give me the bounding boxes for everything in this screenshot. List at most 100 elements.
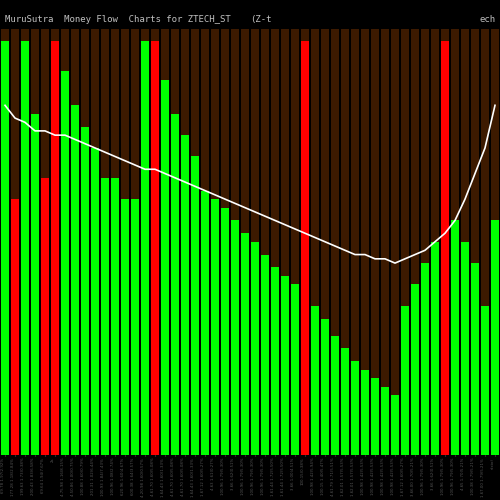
Bar	[291, 28, 299, 455]
Bar	[371, 378, 380, 455]
Bar	[431, 28, 440, 455]
Bar	[121, 199, 129, 455]
Bar	[341, 348, 349, 455]
Bar	[81, 28, 89, 455]
Bar	[111, 28, 120, 455]
Bar	[41, 178, 49, 455]
Bar	[481, 28, 489, 455]
Bar	[11, 28, 19, 455]
Bar	[191, 156, 199, 455]
Bar	[221, 28, 229, 455]
Bar	[61, 28, 69, 455]
Text: MuruSutra  Money Flow  Charts for ZTECH_ST: MuruSutra Money Flow Charts for ZTECH_ST	[5, 15, 231, 24]
Bar	[291, 284, 299, 455]
Bar	[11, 199, 19, 455]
Bar	[51, 28, 60, 455]
Bar	[371, 28, 380, 455]
Bar	[321, 318, 329, 455]
Bar	[241, 233, 249, 455]
Bar	[101, 28, 109, 455]
Bar	[321, 28, 329, 455]
Bar	[261, 28, 269, 455]
Bar	[151, 28, 159, 455]
Bar	[431, 242, 440, 455]
Bar	[461, 242, 469, 455]
Bar	[31, 28, 39, 455]
Bar	[131, 28, 139, 455]
Bar	[51, 42, 60, 455]
Bar	[191, 28, 199, 455]
Bar	[441, 42, 449, 455]
Bar	[251, 242, 259, 455]
Bar	[111, 178, 120, 455]
Bar	[461, 28, 469, 455]
Bar	[171, 28, 179, 455]
Bar	[161, 28, 169, 455]
Bar	[181, 28, 189, 455]
Bar	[421, 263, 429, 455]
Bar	[481, 306, 489, 455]
Bar	[91, 148, 99, 455]
Bar	[251, 28, 259, 455]
Bar	[1, 28, 9, 455]
Bar	[201, 190, 209, 455]
Bar	[91, 28, 99, 455]
Bar	[31, 114, 39, 455]
Bar	[301, 28, 309, 455]
Bar	[271, 28, 279, 455]
Bar	[1, 42, 9, 455]
Bar	[21, 28, 29, 455]
Bar	[211, 28, 219, 455]
Bar	[241, 28, 249, 455]
Bar	[381, 28, 389, 455]
Text: (Z-t: (Z-t	[250, 15, 272, 24]
Bar	[101, 178, 109, 455]
Bar	[121, 28, 129, 455]
Bar	[41, 28, 49, 455]
Bar	[231, 28, 239, 455]
Bar	[131, 199, 139, 455]
Bar	[261, 254, 269, 455]
Bar	[491, 220, 499, 455]
Bar	[411, 28, 419, 455]
Bar	[331, 28, 339, 455]
Bar	[21, 42, 29, 455]
Bar	[71, 28, 79, 455]
Bar	[61, 71, 69, 455]
Bar	[341, 28, 349, 455]
Bar	[211, 199, 219, 455]
Bar	[471, 263, 479, 455]
Bar	[311, 306, 320, 455]
Text: ech: ech	[480, 15, 496, 24]
Bar	[361, 370, 369, 455]
Bar	[141, 28, 149, 455]
Bar	[301, 42, 309, 455]
Bar	[471, 28, 479, 455]
Bar	[181, 135, 189, 455]
Bar	[351, 361, 359, 455]
Bar	[331, 336, 339, 455]
Bar	[391, 28, 399, 455]
Bar	[71, 106, 79, 455]
Bar	[381, 387, 389, 455]
Bar	[361, 28, 369, 455]
Bar	[451, 28, 459, 455]
Bar	[441, 28, 449, 455]
Bar	[161, 80, 169, 455]
Bar	[141, 42, 149, 455]
Bar	[221, 208, 229, 455]
Bar	[231, 220, 239, 455]
Bar	[401, 306, 409, 455]
Bar	[311, 28, 320, 455]
Bar	[391, 396, 399, 455]
Bar	[411, 284, 419, 455]
Bar	[351, 28, 359, 455]
Bar	[171, 114, 179, 455]
Bar	[151, 42, 159, 455]
Bar	[271, 268, 279, 455]
Bar	[401, 28, 409, 455]
Bar	[81, 126, 89, 455]
Bar	[451, 220, 459, 455]
Bar	[491, 28, 499, 455]
Bar	[281, 28, 289, 455]
